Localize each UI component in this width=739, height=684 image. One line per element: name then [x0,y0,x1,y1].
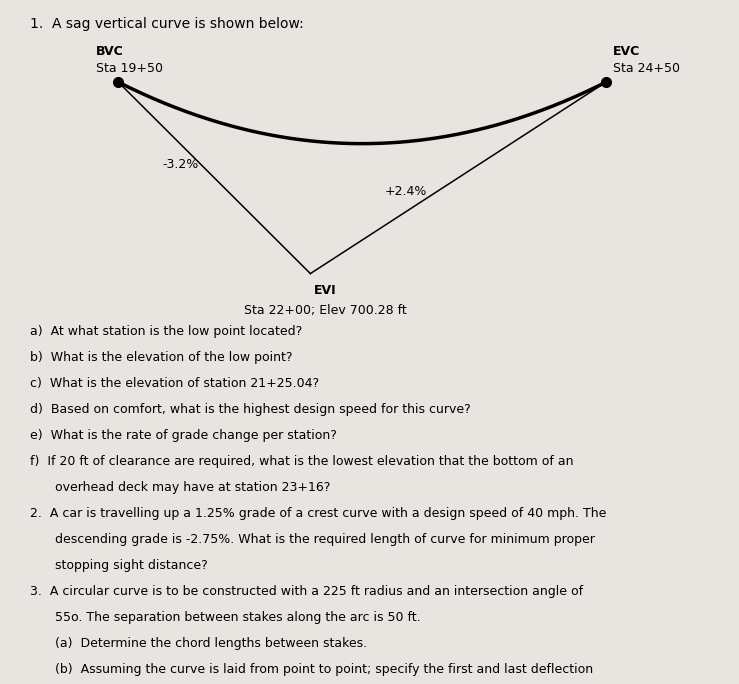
Text: 2.  A car is travelling up a 1.25% grade of a crest curve with a design speed of: 2. A car is travelling up a 1.25% grade … [30,507,606,520]
Text: EVC: EVC [613,45,641,58]
Text: f)  If 20 ft of clearance are required, what is the lowest elevation that the bo: f) If 20 ft of clearance are required, w… [30,455,573,468]
Text: (b)  Assuming the curve is laid from point to point; specify the first and last : (b) Assuming the curve is laid from poin… [55,663,593,676]
Text: +2.4%: +2.4% [384,185,426,198]
Text: Sta 22+00; Elev 700.28 ft: Sta 22+00; Elev 700.28 ft [244,304,406,317]
Text: a)  At what station is the low point located?: a) At what station is the low point loca… [30,325,302,338]
Text: b)  What is the elevation of the low point?: b) What is the elevation of the low poin… [30,351,292,364]
Text: BVC: BVC [96,45,124,58]
Text: stopping sight distance?: stopping sight distance? [55,559,208,572]
Text: -3.2%: -3.2% [163,157,199,171]
Text: Sta 24+50: Sta 24+50 [613,62,681,75]
Text: overhead deck may have at station 23+16?: overhead deck may have at station 23+16? [55,481,331,494]
Text: d)  Based on comfort, what is the highest design speed for this curve?: d) Based on comfort, what is the highest… [30,403,470,416]
Text: e)  What is the rate of grade change per station?: e) What is the rate of grade change per … [30,429,336,442]
Text: (a)  Determine the chord lengths between stakes.: (a) Determine the chord lengths between … [55,637,367,650]
Text: 3.  A circular curve is to be constructed with a 225 ft radius and an intersecti: 3. A circular curve is to be constructed… [30,585,582,598]
Text: EVI: EVI [314,284,336,297]
Text: Sta 19+50: Sta 19+50 [96,62,163,75]
Text: 55o. The separation between stakes along the arc is 50 ft.: 55o. The separation between stakes along… [55,611,421,624]
Text: 1.  A sag vertical curve is shown below:: 1. A sag vertical curve is shown below: [30,17,303,31]
Text: descending grade is -2.75%. What is the required length of curve for minimum pro: descending grade is -2.75%. What is the … [55,533,596,546]
Text: c)  What is the elevation of station 21+25.04?: c) What is the elevation of station 21+2… [30,377,319,390]
